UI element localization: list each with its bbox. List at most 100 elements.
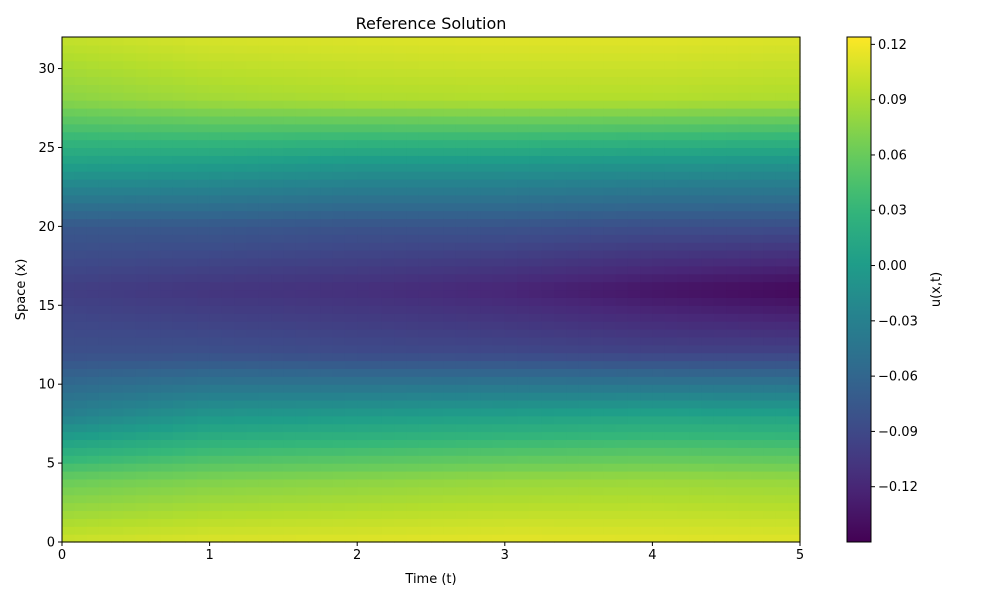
heatmap-cell — [98, 510, 112, 519]
heatmap-cell — [480, 321, 494, 330]
heatmap-cell — [111, 384, 125, 393]
heatmap-cell — [689, 439, 703, 448]
heatmap-cell — [615, 139, 629, 149]
heatmap-cell — [787, 415, 801, 425]
heatmap-cell — [320, 163, 334, 172]
heatmap-cell — [590, 115, 604, 125]
heatmap-cell — [308, 439, 321, 448]
heatmap-cell — [271, 526, 284, 535]
heatmap-cell — [185, 305, 198, 314]
heatmap-cell — [197, 37, 211, 46]
heatmap-cell — [406, 226, 420, 235]
heatmap-cell — [787, 131, 801, 141]
heatmap-cell — [664, 305, 678, 314]
heatmap-cell — [295, 344, 309, 354]
heatmap-cell — [554, 92, 567, 101]
heatmap-cell — [541, 439, 555, 448]
heatmap-cell — [246, 171, 260, 180]
heatmap-cell — [615, 250, 629, 259]
heatmap-cell — [775, 455, 789, 464]
heatmap-cell — [123, 218, 137, 227]
heatmap-cell — [172, 273, 186, 283]
heatmap-cell — [62, 392, 75, 401]
heatmap-cell — [172, 108, 186, 117]
heatmap-cell — [775, 360, 789, 370]
heatmap-cell — [246, 257, 260, 267]
heatmap-cell — [234, 336, 248, 346]
heatmap-cell — [603, 518, 617, 527]
heatmap-cell — [738, 147, 752, 156]
heatmap-cell — [148, 218, 161, 227]
heatmap-cell — [98, 526, 112, 535]
heatmap-cell — [455, 234, 469, 243]
heatmap-cell — [689, 76, 703, 85]
heatmap-cell — [394, 352, 407, 362]
heatmap-cell — [750, 281, 764, 291]
heatmap-cell — [123, 336, 137, 346]
heatmap-cell — [615, 534, 629, 543]
heatmap-cell — [135, 68, 149, 78]
heatmap-cell — [590, 100, 604, 109]
heatmap-cell — [701, 328, 715, 338]
heatmap-cell — [504, 439, 518, 448]
heatmap-cell — [664, 84, 678, 93]
heatmap-cell — [689, 226, 703, 235]
heatmap-cell — [209, 392, 223, 401]
heatmap-cell — [271, 470, 284, 480]
heatmap-cell — [148, 415, 161, 425]
heatmap-cell — [160, 37, 174, 46]
heatmap-cell — [443, 486, 457, 496]
heatmap-cell — [627, 336, 641, 346]
heatmap-cell — [74, 37, 88, 46]
heatmap-cell — [726, 147, 740, 156]
heatmap-cell — [123, 171, 137, 180]
heatmap-cell — [185, 328, 198, 338]
heatmap-cell — [332, 218, 346, 227]
heatmap-cell — [750, 163, 764, 172]
heatmap-cell — [234, 155, 248, 164]
heatmap-cell — [590, 60, 604, 70]
heatmap-cell — [197, 344, 211, 354]
heatmap-cell — [135, 526, 149, 535]
heatmap-cell — [566, 163, 580, 172]
heatmap-cell — [541, 179, 555, 188]
heatmap-cell — [369, 486, 383, 496]
heatmap-cell — [308, 526, 321, 535]
heatmap-cell — [775, 518, 789, 527]
heatmap-cell — [86, 218, 100, 227]
heatmap-cell — [197, 392, 211, 401]
heatmap-cell — [455, 218, 469, 227]
heatmap-cell — [738, 210, 752, 220]
heatmap-cell — [578, 139, 592, 149]
heatmap-cell — [713, 108, 727, 117]
heatmap-cell — [578, 518, 592, 527]
heatmap-cell — [308, 447, 321, 456]
heatmap-cell — [246, 194, 260, 204]
heatmap-cell — [295, 360, 309, 370]
heatmap-cell — [185, 108, 198, 117]
heatmap-cell — [209, 123, 223, 133]
heatmap-cell — [431, 210, 444, 220]
heatmap-cell — [418, 281, 432, 291]
heatmap-cell — [197, 447, 211, 456]
heatmap-cell — [246, 218, 260, 227]
heatmap-cell — [185, 297, 198, 306]
heatmap-cell — [689, 313, 703, 322]
heatmap-cell — [750, 376, 764, 385]
heatmap-cell — [541, 100, 555, 109]
heatmap-cell — [701, 147, 715, 156]
heatmap-cell — [234, 368, 248, 377]
heatmap-cell — [209, 321, 223, 330]
heatmap-cell — [295, 478, 309, 488]
heatmap-cell — [603, 510, 617, 519]
heatmap-cell — [234, 423, 248, 433]
heatmap-cell — [554, 478, 567, 488]
heatmap-cell — [148, 321, 161, 330]
heatmap-cell — [504, 470, 518, 480]
heatmap-cell — [369, 494, 383, 504]
heatmap-cell — [135, 289, 149, 298]
heatmap-cell — [627, 186, 641, 196]
heatmap-cell — [308, 257, 321, 267]
heatmap-cell — [123, 313, 137, 322]
heatmap-cell — [480, 423, 494, 433]
